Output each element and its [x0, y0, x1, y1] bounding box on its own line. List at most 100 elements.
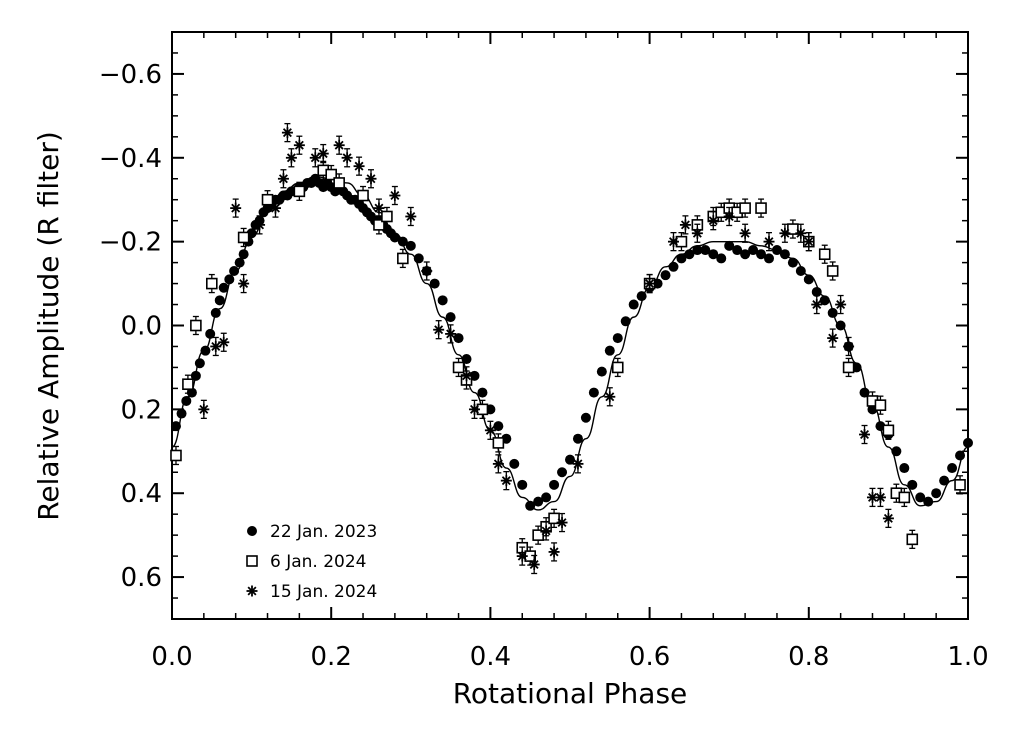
data-point	[667, 236, 679, 248]
data-point	[528, 558, 540, 570]
data-point	[811, 286, 822, 297]
data-point	[353, 160, 365, 172]
data-point	[771, 245, 782, 256]
x-tick-label: 0.0	[151, 642, 192, 672]
data-point	[588, 387, 599, 398]
data-point	[835, 299, 847, 311]
data-point	[205, 328, 216, 339]
data-point	[437, 295, 448, 306]
ticks-layer: 0.0 0.2 0.4 0.6 0.8 1.0 −0.6 −0.4 −0.2 0.0 0.2 0.4 0…	[99, 32, 989, 672]
data-point	[803, 274, 814, 285]
data-point	[389, 232, 400, 243]
series-2	[170, 160, 966, 566]
legend-marker	[246, 585, 258, 597]
data-point	[484, 424, 496, 436]
data-point	[549, 479, 560, 490]
data-point	[548, 546, 560, 558]
legend-label: 22 Jan. 2023	[270, 522, 377, 542]
data-point	[795, 227, 807, 239]
data-point	[954, 479, 966, 491]
data-point	[898, 491, 911, 504]
data-point	[596, 366, 607, 377]
data-point	[691, 227, 703, 239]
data-point	[739, 227, 751, 239]
data-point	[811, 299, 823, 311]
data-point	[612, 333, 623, 344]
data-point	[224, 274, 235, 285]
data-point	[716, 253, 727, 264]
data-point	[732, 245, 743, 256]
data-point	[238, 249, 249, 260]
y-tick-label: −0.4	[99, 144, 162, 174]
data-point	[764, 253, 774, 264]
data-point	[285, 152, 297, 164]
data-point	[580, 412, 591, 423]
data-point	[333, 139, 345, 151]
data-point	[947, 463, 958, 474]
data-point	[468, 403, 480, 415]
data-point	[565, 454, 575, 465]
legend: 22 Jan. 2023 6 Jan. 2024 15 Jan. 2024	[246, 522, 377, 602]
data-point	[277, 173, 289, 185]
data-point	[234, 257, 245, 268]
x-tick-label: 0.8	[788, 642, 829, 672]
data-point	[787, 257, 798, 268]
data-point	[218, 282, 229, 293]
series-1	[170, 173, 973, 511]
data-point	[176, 408, 187, 419]
data-point	[194, 358, 205, 369]
data-point	[238, 278, 250, 290]
points-layer	[170, 122, 973, 575]
x-tick-label: 0.4	[470, 642, 511, 672]
data-point	[341, 152, 353, 164]
data-point	[516, 550, 528, 562]
data-point	[397, 252, 409, 265]
data-point	[182, 378, 194, 391]
data-point	[628, 299, 639, 310]
data-point	[826, 265, 839, 277]
data-point	[676, 253, 687, 264]
data-point	[405, 210, 417, 222]
data-point	[572, 458, 584, 470]
data-point	[445, 328, 457, 340]
data-point	[200, 345, 211, 356]
data-point	[293, 185, 306, 198]
data-point	[500, 475, 512, 487]
data-point	[181, 395, 192, 406]
data-point	[723, 210, 735, 222]
data-point	[874, 399, 887, 411]
data-point	[210, 340, 222, 352]
data-point	[461, 354, 472, 365]
data-point	[413, 253, 424, 264]
data-point	[445, 312, 456, 323]
x-tick-label: 0.2	[311, 642, 352, 672]
data-point	[740, 249, 751, 260]
data-point	[254, 219, 266, 231]
data-point	[827, 307, 838, 318]
data-point	[724, 240, 735, 251]
data-point	[186, 387, 197, 398]
data-point	[452, 361, 465, 374]
data-point	[389, 190, 401, 202]
y-tick-label: −0.2	[99, 228, 162, 258]
data-point	[859, 429, 871, 441]
data-point	[281, 127, 293, 139]
x-tick-label: 0.6	[629, 642, 670, 672]
data-point	[261, 193, 274, 206]
data-point	[931, 488, 942, 499]
data-point	[899, 463, 910, 474]
data-point	[827, 332, 839, 344]
data-point	[906, 533, 919, 546]
x-tick-label: 1.0	[947, 642, 988, 672]
data-point	[509, 458, 520, 469]
data-point	[218, 336, 230, 348]
data-point	[748, 245, 759, 256]
data-point	[859, 387, 870, 398]
data-point	[779, 249, 790, 260]
data-point	[700, 245, 711, 256]
data-point	[779, 227, 791, 239]
data-point	[668, 261, 679, 272]
data-point	[461, 370, 473, 382]
data-point	[684, 249, 695, 260]
